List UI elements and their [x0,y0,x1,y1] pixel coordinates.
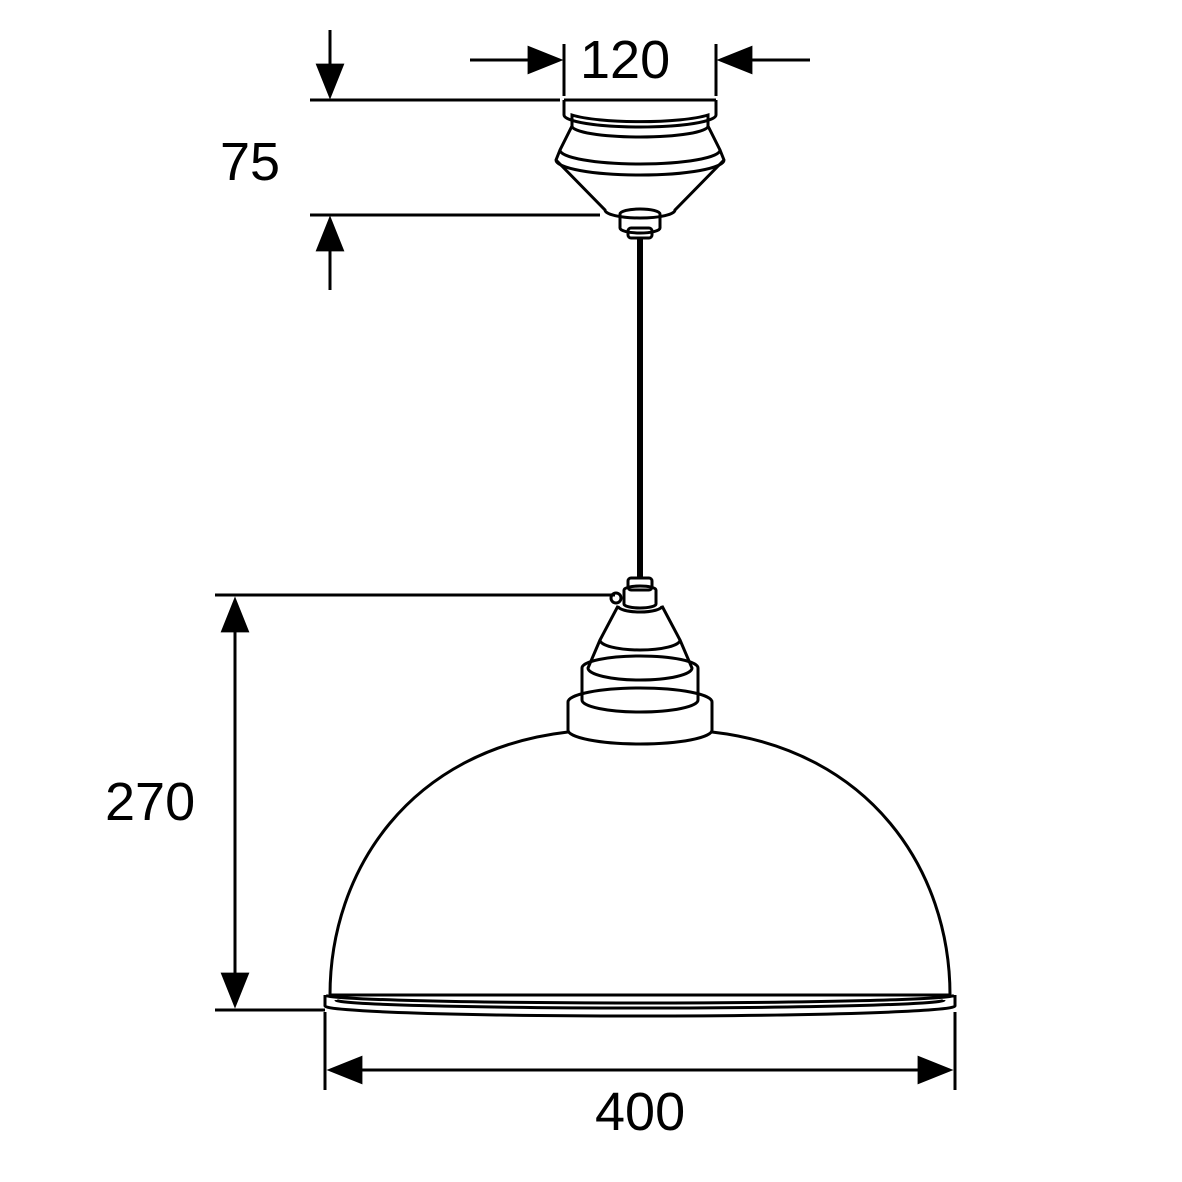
dimension-shade-height [215,595,615,1010]
dimension-rose-height-label: 75 [220,132,280,192]
ceiling-rose [556,100,724,238]
dimension-shade-width-label: 400 [595,1082,685,1142]
dimension-shade-height-label: 270 [105,772,195,832]
pendant-lamp-technical-drawing: 120 75 270 400 [0,0,1182,1182]
dimension-shade-width [325,1012,955,1090]
dimension-rose-width-label: 120 [580,30,670,90]
lamp-shade [325,732,955,1016]
lamp-fitting [568,578,712,744]
